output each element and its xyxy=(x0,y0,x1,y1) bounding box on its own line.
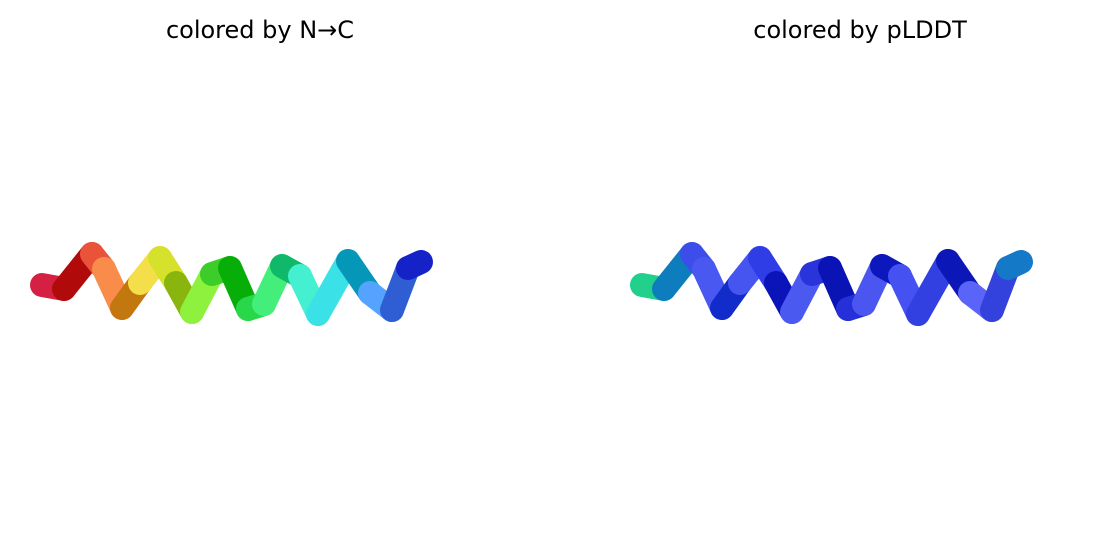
right-panel-title: colored by pLDDT xyxy=(753,16,967,44)
left-panel-title: colored by N→C xyxy=(165,16,355,44)
helix-right-plddt xyxy=(630,242,1033,326)
left-helix-segment-20 xyxy=(396,250,433,280)
right-helix-segment-20 xyxy=(996,250,1033,280)
helix-left-nc xyxy=(30,242,433,326)
